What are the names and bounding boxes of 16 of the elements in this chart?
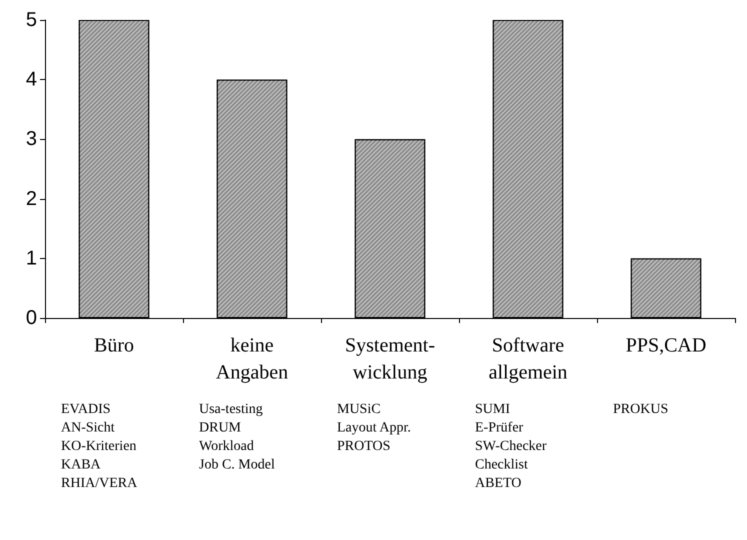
x-tick-label: Software allgemein <box>488 334 568 384</box>
x-tick-label: keine Angaben <box>216 334 288 384</box>
x-tick-label: Büro <box>94 334 134 356</box>
y-tick-label: 3 <box>26 128 37 150</box>
x-tick-label: Systement- wicklung <box>345 334 435 384</box>
y-tick-label: 0 <box>26 307 37 329</box>
x-tick-label: PPS,CAD <box>626 334 706 356</box>
y-tick-label: 1 <box>26 247 37 270</box>
text: SUMI E-Prüfer SW-Checker Checklist ABETO <box>475 402 547 491</box>
text: Usa-testing DRUM Workload Job C. Model <box>199 402 275 472</box>
y-tick-label: 4 <box>26 68 37 91</box>
text: EVADIS AN-Sicht KO-Kriterien KABA RHIA/VERA <box>61 402 138 491</box>
text: MUSiC Layout Appr. PROTOS <box>337 402 411 454</box>
y-tick-label: 5 <box>26 9 37 31</box>
text: PROKUS <box>613 402 668 417</box>
y-tick-label: 2 <box>26 188 37 210</box>
